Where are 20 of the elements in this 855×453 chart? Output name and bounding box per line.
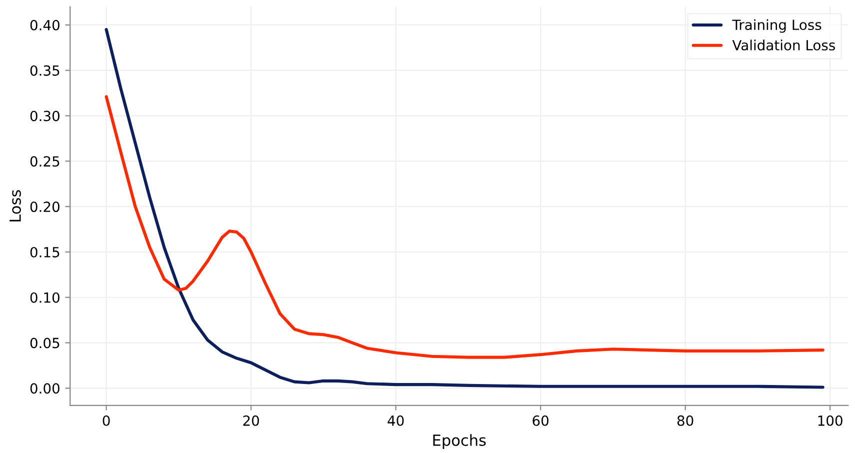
x-axis-title: Epochs [433, 434, 486, 449]
y-tick-label: 0.00 [30, 383, 60, 394]
x-tick-label: 0 [102, 415, 110, 426]
y-tick-label: 0.40 [30, 20, 60, 30]
y-tick-label: 0.35 [30, 65, 60, 76]
y-tick-label: 0.30 [30, 110, 60, 122]
x-tick-label: 60 [532, 415, 548, 426]
line-series [104, 95, 824, 359]
y-tick-label: 0.25 [30, 156, 60, 167]
y-tick-label: 0.10 [30, 292, 60, 303]
x-tick-label: 100 [818, 415, 842, 426]
x-tick-label: 80 [677, 415, 694, 426]
y-tick-label: 0.05 [30, 338, 60, 348]
y-tick-label: 0.15 [30, 246, 60, 258]
x-tick-label: 20 [243, 415, 259, 426]
x-tick-label: 40 [388, 415, 404, 426]
y-tick-label: 0.20 [30, 202, 60, 212]
y-axis-title: Loss [10, 190, 21, 222]
legend-label: Validation Loss [732, 40, 835, 50]
legend-label: Training Loss [732, 19, 822, 33]
